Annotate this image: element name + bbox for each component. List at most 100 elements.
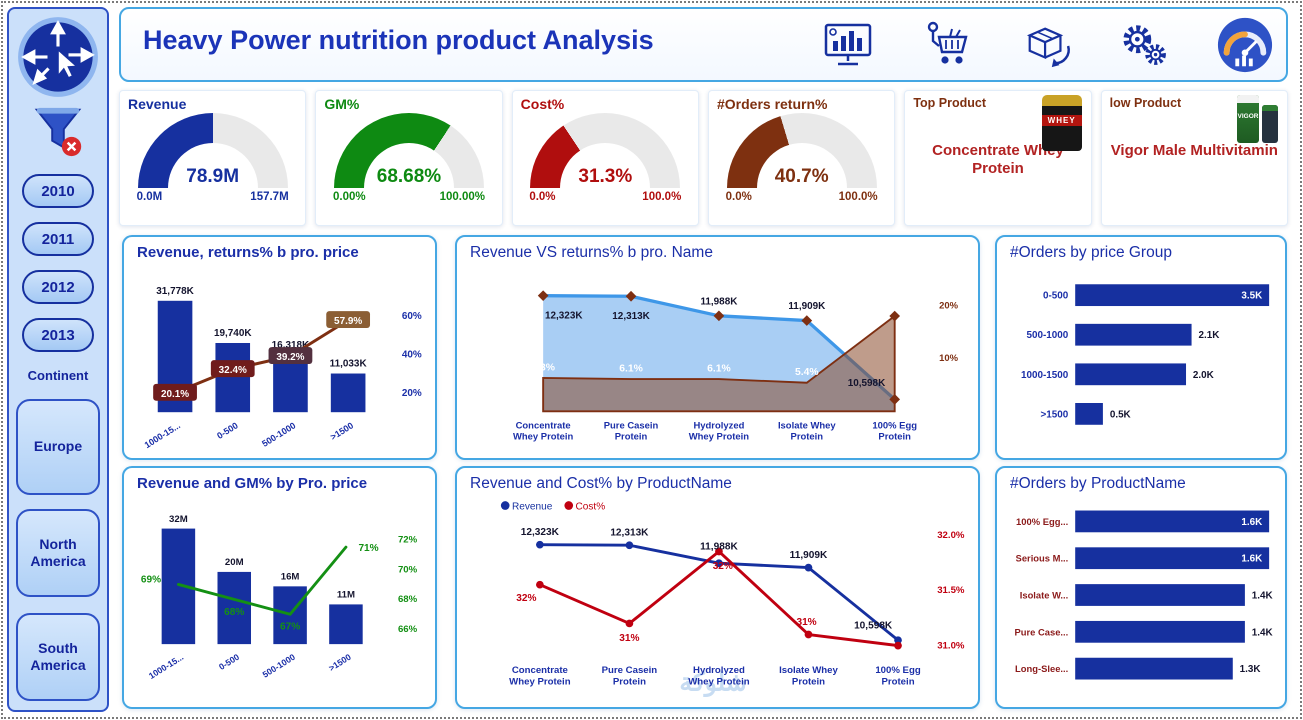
gauge-min: 0.0% xyxy=(725,191,752,203)
svg-text:57.9%: 57.9% xyxy=(334,316,362,327)
svg-text:10,598K: 10,598K xyxy=(854,621,893,632)
year-slicer-2011[interactable]: 2011 xyxy=(22,222,94,256)
svg-text:Isolate W...: Isolate W... xyxy=(1020,589,1069,600)
svg-text:Isolate Whey: Isolate Whey xyxy=(779,665,838,676)
svg-text:1.6K: 1.6K xyxy=(1241,517,1263,528)
svg-text:12,313K: 12,313K xyxy=(612,311,650,322)
orders-return-gauge: 40.7% xyxy=(726,113,877,189)
svg-text:1.3K: 1.3K xyxy=(1240,664,1262,675)
svg-text:Cost%: Cost% xyxy=(575,501,605,512)
svg-text:500-1000: 500-1000 xyxy=(1027,330,1069,341)
gauge-max: 100.0% xyxy=(838,191,878,203)
bar-chart-orders-by-product[interactable]: 100% Egg... 1.6K Serious M... 1.6K Isolate W… xyxy=(1000,493,1282,700)
svg-text:16M: 16M xyxy=(281,572,300,583)
combo-chart-revenue-returns-by-price[interactable]: 31,778K 19,740K 16,318K 11,033K 20.1% 32.4% 39… xyxy=(127,261,432,450)
gauge-min: 0.0% xyxy=(529,191,556,203)
kpi-gm-label: GM% xyxy=(324,96,360,112)
svg-text:20M: 20M xyxy=(225,557,244,568)
clear-filter-button[interactable] xyxy=(29,103,87,161)
svg-text:12,323K: 12,323K xyxy=(521,527,560,538)
svg-text:31%: 31% xyxy=(796,617,816,628)
svg-text:Pure Casein: Pure Casein xyxy=(602,665,658,676)
gauge-max: 100.00% xyxy=(439,191,485,203)
svg-text:6.1%: 6.1% xyxy=(707,363,731,374)
bottle-label: VIGOR xyxy=(1237,113,1259,120)
svg-text:32%: 32% xyxy=(713,561,733,572)
svg-text:Concentrate: Concentrate xyxy=(512,665,569,676)
svg-text:Hydrolyzed: Hydrolyzed xyxy=(693,665,745,676)
kpi-revenue-label: Revenue xyxy=(128,96,187,112)
continent-slicer-north-america[interactable]: North America xyxy=(16,509,100,597)
cost-gauge: 31.3% xyxy=(530,113,681,189)
cost-gauge-range: 0.0% 100.0% xyxy=(529,191,681,203)
year-slicer-2012[interactable]: 2012 xyxy=(22,270,94,304)
kpi-gm-card: GM% 68.68% 0.00% 100.00% xyxy=(315,90,503,226)
svg-text:11M: 11M xyxy=(337,590,355,601)
navigation-button[interactable] xyxy=(16,15,100,99)
svg-text:20.1%: 20.1% xyxy=(161,389,189,400)
panel-title: Revenue, returns% b pro. price xyxy=(137,244,359,261)
svg-text:20%: 20% xyxy=(402,388,422,399)
svg-text:Protein: Protein xyxy=(792,677,825,688)
svg-text:20%: 20% xyxy=(939,300,958,311)
year-slicer-2010[interactable]: 2010 xyxy=(22,174,94,208)
header-icon-row xyxy=(820,14,1274,76)
gauge-min: 0.0M xyxy=(136,191,163,203)
svg-text:2.0K: 2.0K xyxy=(1193,370,1215,381)
svg-text:12,323K: 12,323K xyxy=(545,310,583,321)
line-chart-revenue-cost-by-product[interactable]: شلوكة 12,323K 12,313K 11,988K 11,909K 10,598K… xyxy=(460,493,975,700)
package-return-icon[interactable] xyxy=(1020,21,1074,69)
kpi-orders-return-label: #Orders return% xyxy=(716,96,828,112)
svg-text:Whey Protein: Whey Protein xyxy=(513,432,574,443)
svg-text:Pure Case...: Pure Case... xyxy=(1015,626,1069,637)
svg-text:31.0%: 31.0% xyxy=(937,640,965,651)
report-monitor-icon[interactable] xyxy=(820,20,876,70)
process-gears-icon[interactable] xyxy=(1118,21,1172,69)
revenue-gauge-value: 78.9M xyxy=(186,166,240,187)
svg-text:1.4K: 1.4K xyxy=(1252,627,1274,638)
continent-slicer-south-america[interactable]: South America xyxy=(16,613,100,701)
svg-text:100% Egg: 100% Egg xyxy=(875,665,921,676)
filter-sidebar: 2010 2011 2012 2013 Continent Europe Nor… xyxy=(7,7,109,712)
shopper-cart-icon[interactable] xyxy=(920,20,976,70)
svg-text:100% Egg...: 100% Egg... xyxy=(1016,516,1068,527)
svg-text:3.5K: 3.5K xyxy=(1241,291,1263,302)
continent-slicer-europe[interactable]: Europe xyxy=(16,399,100,495)
svg-text:12,313K: 12,313K xyxy=(610,528,649,539)
svg-text:500-1000: 500-1000 xyxy=(260,420,297,449)
year-slicer-2013[interactable]: 2013 xyxy=(22,318,94,352)
continent-slicer-title: Continent xyxy=(27,368,89,383)
kpi-orders-return-card: #Orders return% 40.7% 0.0% 100.0% xyxy=(707,90,896,226)
combo-chart-revenue-gm-by-price[interactable]: 32M 20M 16M 11M 69% 68% 67% 71% 66% 68% 70% 72% 1000… xyxy=(127,492,432,699)
kpi-cost-card: Cost% 31.3% 0.0% 100.0% xyxy=(511,90,699,226)
svg-text:68%: 68% xyxy=(398,594,418,605)
panel-revenue-returns-by-price: Revenue, returns% b pro. price 31,778K 19… xyxy=(122,235,437,460)
svg-text:32%: 32% xyxy=(516,593,536,604)
panel-title: Revenue and Cost% by ProductName xyxy=(470,475,732,492)
svg-text:Whey Protein: Whey Protein xyxy=(688,677,750,688)
svg-text:5.4%: 5.4% xyxy=(795,367,819,378)
kpi-low-product-card: low Product VIGOR Vigor Male Multivitami… xyxy=(1100,90,1288,226)
svg-text:1.6K: 1.6K xyxy=(1241,554,1263,565)
svg-text:Protein: Protein xyxy=(878,432,911,443)
svg-text:31.5%: 31.5% xyxy=(937,585,965,596)
kpi-cost-label: Cost% xyxy=(520,96,565,112)
svg-text:Protein: Protein xyxy=(613,677,646,688)
svg-text:Protein: Protein xyxy=(791,432,824,443)
svg-text:Hydrolyzed: Hydrolyzed xyxy=(693,420,744,431)
svg-text:71%: 71% xyxy=(358,543,378,554)
svg-text:500-1000: 500-1000 xyxy=(261,652,297,680)
vitamin-bottle-icon: VIGOR xyxy=(1236,95,1259,143)
cost-gauge-value: 31.3% xyxy=(578,166,633,187)
bar-chart-orders-by-price-group[interactable]: 0-500 3.5K 500-1000 2.1K 1000-1500 2.0K >1500 0… xyxy=(1000,262,1282,451)
svg-text:11,909K: 11,909K xyxy=(790,550,828,561)
dashboard-header: Heavy Power nutrition product Analysis xyxy=(119,7,1288,82)
area-chart-revenue-vs-returns[interactable]: 12,323K 12,313K 11,988K 11,909K 10,598K 6.3% 6… xyxy=(460,262,975,451)
svg-text:11,909K: 11,909K xyxy=(788,301,826,312)
speedometer-icon[interactable] xyxy=(1216,16,1274,74)
svg-text:40%: 40% xyxy=(402,349,422,360)
panel-title: #Orders by ProductName xyxy=(1010,475,1186,492)
svg-text:0.5K: 0.5K xyxy=(1110,409,1132,420)
vitamin-bottle-icon xyxy=(1261,105,1278,143)
svg-text:100% Egg: 100% Egg xyxy=(872,420,917,431)
